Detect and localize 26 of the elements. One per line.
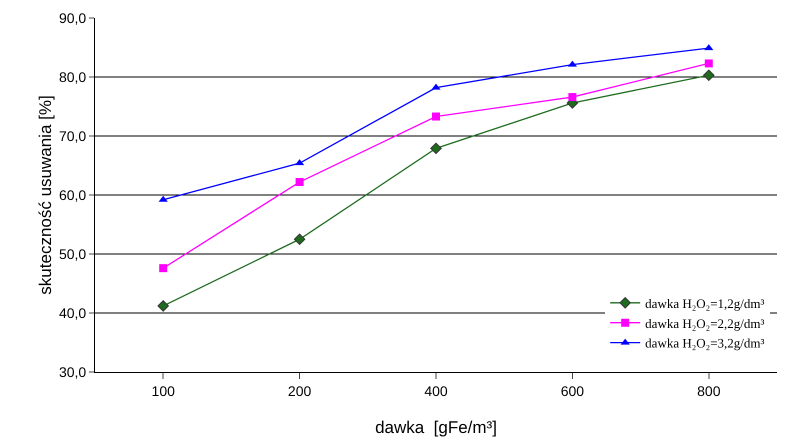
x-axis-title: dawka [gFe/m³] [375,418,497,437]
point [159,264,168,272]
x-tick-label: 800 [697,382,721,399]
point [568,93,576,102]
point [296,178,304,186]
point [432,112,440,121]
legend-label: dawka H₂O₂=2,2g/dm³ [645,316,765,331]
x-tick-label: 200 [288,382,312,399]
legend-label: dawka H₂O₂=3,2g/dm³ [645,336,765,351]
point [704,59,713,68]
y-tick-label: 30,0 [58,364,86,380]
y-tick-label: 90,0 [58,10,86,26]
x-tick-label: 400 [424,382,448,399]
y-tick-label: 60,0 [58,186,86,203]
y-tick-label: 40,0 [58,304,86,321]
point [703,70,714,81]
point [294,234,306,245]
y-tick-label: 80,0 [58,68,86,85]
y-tick-label: 50,0 [58,246,86,262]
x-tick-label: 100 [152,382,176,399]
point [430,142,442,154]
point [158,300,169,312]
x-tick-label: 600 [560,382,584,399]
y-axis-title: skuteczność usuwania [%] [36,95,55,295]
y-tick-label: 70,0 [58,128,86,144]
legend-label: dawka H₂O₂=1,2g/dm³ [645,296,765,311]
